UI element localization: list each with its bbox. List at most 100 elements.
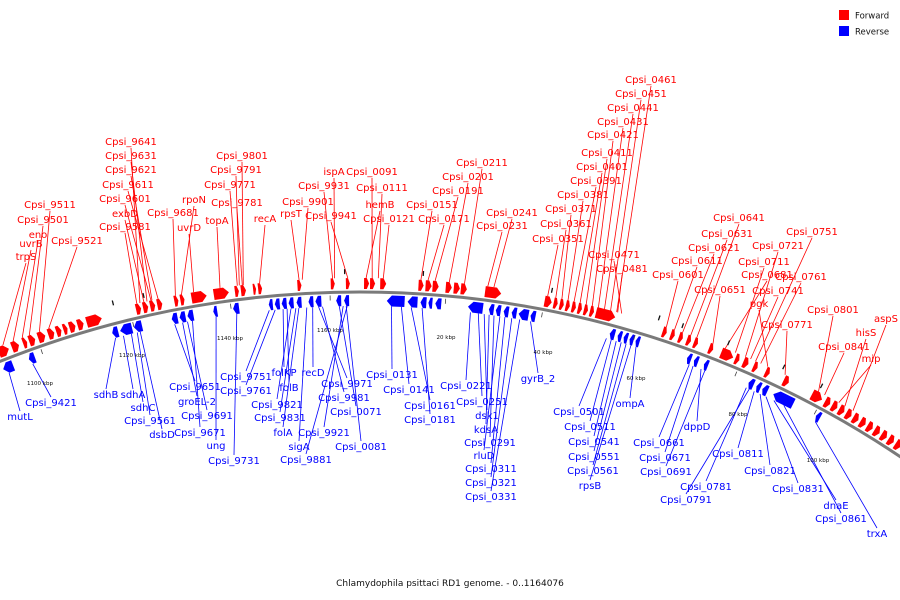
forward-gene-label-leader bbox=[448, 182, 469, 283]
forward-gene-label: Cpsi_9931 bbox=[298, 181, 350, 192]
reverse-gene bbox=[288, 297, 294, 309]
forward-gene bbox=[21, 337, 28, 349]
forward-gene bbox=[297, 279, 302, 291]
forward-gene-label: aspS bbox=[874, 314, 898, 325]
feature-tick bbox=[681, 323, 685, 329]
forward-gene-label-leader bbox=[604, 113, 634, 309]
forward-gene bbox=[871, 425, 881, 437]
reverse-gene-label: Cpsi_9821 bbox=[251, 400, 303, 411]
forward-gene bbox=[677, 331, 683, 343]
forward-gene-label: hemB bbox=[365, 200, 394, 211]
reverse-gene bbox=[179, 311, 187, 323]
forward-gene-label-leader bbox=[745, 251, 779, 357]
forward-gene-label-leader bbox=[236, 208, 243, 286]
forward-gene-label-leader bbox=[818, 315, 834, 392]
forward-gene-label-leader bbox=[290, 219, 300, 280]
reverse-gene-label-leader bbox=[592, 343, 627, 466]
forward-gene-label: Cpsi_9901 bbox=[282, 197, 334, 208]
forward-gene-label: Cpsi_0111 bbox=[356, 183, 408, 194]
reverse-gene-label: gyrB_2 bbox=[521, 374, 556, 385]
scale-label: 1100 kbp bbox=[27, 381, 53, 387]
forward-gene-label-leader bbox=[235, 175, 240, 286]
forward-gene-label: Cpsi_0421 bbox=[587, 130, 639, 141]
reverse-gene-label-leader bbox=[187, 321, 208, 411]
reverse-gene bbox=[268, 299, 274, 311]
reverse-gene bbox=[623, 332, 630, 344]
forward-gene-label-leader bbox=[610, 99, 642, 311]
scale-tick bbox=[541, 312, 543, 318]
forward-gene bbox=[234, 285, 239, 297]
forward-gene-label: uvrB bbox=[19, 239, 42, 250]
forward-gene-label-leader bbox=[130, 161, 148, 302]
forward-gene bbox=[594, 307, 616, 322]
forward-gene-label: Cpsi_9521 bbox=[51, 236, 103, 247]
reverse-gene bbox=[488, 304, 495, 316]
reverse-gene bbox=[420, 297, 427, 309]
reverse-gene-label-leader bbox=[421, 307, 431, 415]
forward-gene bbox=[850, 412, 859, 424]
reverse-gene-label: Cpsi_9561 bbox=[124, 416, 176, 427]
legend-forward-swatch bbox=[839, 10, 849, 20]
forward-gene bbox=[829, 400, 838, 412]
forward-gene bbox=[156, 298, 163, 311]
forward-gene-label: Cpsi_0441 bbox=[607, 103, 659, 114]
scale-label: 1160 kbp bbox=[317, 328, 343, 334]
reverse-gene bbox=[693, 356, 700, 368]
forward-gene-label: Cpsi_0191 bbox=[432, 186, 484, 197]
forward-gene bbox=[733, 353, 740, 365]
forward-gene bbox=[141, 301, 149, 314]
reverse-gene-label-leader bbox=[696, 368, 702, 422]
reverse-gene-label: Cpsi_0661 bbox=[633, 438, 685, 449]
reverse-gene-label: Cpsi_0071 bbox=[330, 407, 382, 418]
forward-gene-label: Cpsi_0611 bbox=[671, 256, 723, 267]
forward-gene-label: ispA bbox=[323, 167, 344, 178]
reverse-gene-label-leader bbox=[32, 363, 52, 398]
reverse-gene bbox=[112, 326, 120, 338]
reverse-gene-label: Cpsi_9831 bbox=[254, 413, 306, 424]
reverse-gene-label: folB bbox=[279, 383, 298, 394]
forward-gene-label: Cpsi_0461 bbox=[625, 75, 677, 86]
scale-label: 100 kbp bbox=[807, 458, 830, 464]
reverse-gene-label: ompA bbox=[615, 399, 644, 410]
reverse-gene-label: folA bbox=[273, 428, 292, 439]
forward-gene-label-leader bbox=[555, 229, 567, 298]
reverse-gene-label: Cpsi_0321 bbox=[465, 478, 517, 489]
forward-gene-label-leader bbox=[690, 239, 728, 336]
reverse-gene-label-leader bbox=[483, 316, 501, 451]
reverse-gene-label-leader bbox=[391, 306, 393, 370]
reverse-gene bbox=[762, 385, 770, 397]
forward-gene-label-leader bbox=[573, 186, 597, 302]
reverse-gene-label: Cpsi_0811 bbox=[712, 449, 764, 460]
forward-gene bbox=[576, 302, 582, 314]
reverse-gene bbox=[468, 301, 484, 314]
forward-gene-label: Cpsi_0201 bbox=[442, 172, 494, 183]
reverse-gene bbox=[171, 312, 179, 324]
forward-gene-label-leader bbox=[48, 246, 78, 329]
reverse-gene-label: Cpsi_9971 bbox=[321, 379, 373, 390]
forward-gene-label-leader bbox=[124, 232, 138, 304]
forward-gene-label-leader bbox=[124, 219, 145, 303]
reverse-gene-label: rpsB bbox=[579, 481, 602, 492]
forward-gene-label-leader bbox=[229, 190, 238, 286]
reverse-gene-label-leader bbox=[105, 337, 116, 390]
forward-gene-label-leader bbox=[735, 267, 765, 353]
reverse-gene bbox=[495, 305, 502, 317]
reverse-gene bbox=[518, 309, 530, 321]
feature-tick bbox=[819, 383, 824, 389]
reverse-gene-label: groEL-2 bbox=[178, 397, 216, 408]
reverse-gene-label: dppD bbox=[684, 422, 711, 433]
reverse-gene-label-leader bbox=[182, 322, 198, 397]
reverse-gene-label: Cpsi_0821 bbox=[744, 466, 796, 477]
forward-gene-label-leader bbox=[493, 218, 513, 288]
forward-gene-label: Cpsi_0651 bbox=[694, 285, 746, 296]
forward-gene-label-leader bbox=[2, 262, 27, 346]
reverse-gene bbox=[687, 353, 693, 365]
reverse-gene-label-leader bbox=[233, 313, 238, 456]
reverse-gene-label: Cpsi_9981 bbox=[318, 393, 370, 404]
reverse-gene-label: Cpsi_0791 bbox=[660, 495, 712, 506]
reverse-gene-label-leader bbox=[465, 312, 471, 381]
forward-gene bbox=[36, 331, 46, 344]
forward-gene bbox=[425, 280, 432, 292]
reverse-gene-label-leader bbox=[664, 365, 694, 453]
legend-reverse-label: Reverse bbox=[855, 28, 889, 38]
